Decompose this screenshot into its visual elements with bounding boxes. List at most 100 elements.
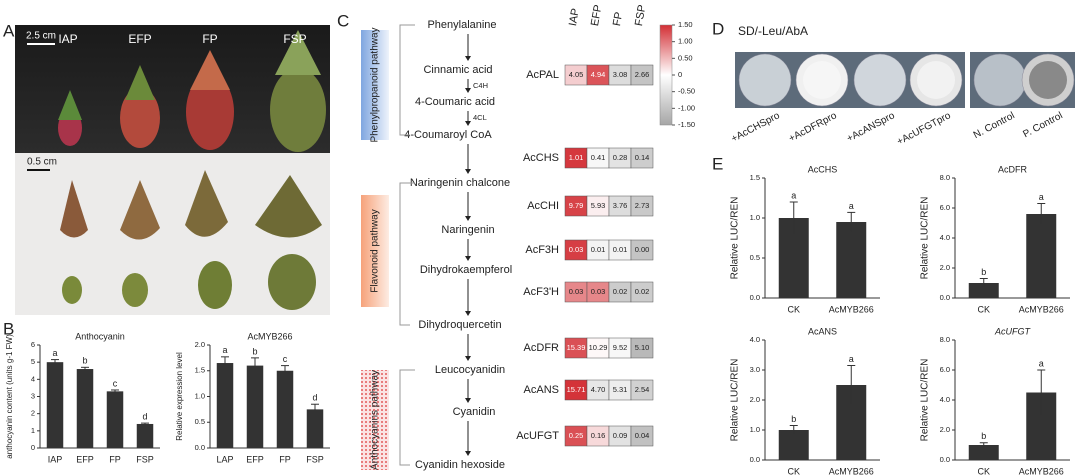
- pathway-node: Dihydroquercetin: [418, 319, 501, 331]
- y-tick-label: 5: [31, 357, 35, 366]
- x-tick-label: CK: [787, 466, 800, 475]
- heatmap-cell: [630, 425, 654, 447]
- cell-value: 2.54: [635, 385, 650, 394]
- plate-label: +AcCHSpro: [730, 110, 782, 145]
- plate-label: N. Control: [972, 110, 1017, 141]
- column-header: IAP: [567, 7, 582, 27]
- x-tick-label: AcMYB266: [829, 466, 874, 475]
- y-tick-label: 0.5: [750, 253, 760, 262]
- y-tick-label: 0.0: [750, 293, 760, 302]
- bar: [106, 391, 124, 448]
- cell-value: 0.02: [635, 287, 650, 296]
- colony-growth: [803, 61, 841, 99]
- y-axis-label: anthocyanin content (units g-1 FW): [5, 334, 14, 459]
- x-tick-label: EFP: [76, 454, 94, 464]
- significance-letter: a: [849, 201, 854, 211]
- x-tick-label: AcMYB266: [1019, 466, 1064, 475]
- pathway-node: Cinnamic acid: [423, 64, 492, 76]
- gene-label: AcUFGT: [516, 430, 559, 442]
- bracket: [399, 182, 415, 326]
- chart-title: AcANS: [808, 326, 837, 336]
- bar: [46, 362, 64, 448]
- significance-letter: b: [981, 267, 986, 277]
- yeast-spot: [853, 53, 907, 107]
- cell-value: 5.31: [613, 385, 628, 394]
- bar: [246, 365, 264, 448]
- plate-label: P. Control: [1021, 110, 1064, 140]
- panel-label: C: [337, 11, 349, 30]
- fruit-illustrations: [58, 30, 326, 310]
- heatmap-cell: [630, 281, 654, 303]
- bar: [968, 445, 999, 460]
- column-header: FP: [611, 11, 625, 27]
- cell-value: 0.02: [613, 287, 628, 296]
- gene-label: AcCHS: [523, 152, 559, 164]
- y-tick-label: 1.0: [195, 391, 205, 400]
- cell-value: 5.10: [635, 343, 650, 352]
- pathway-box: [361, 370, 389, 470]
- pathway-node: 4-Coumaroyl CoA: [404, 129, 492, 141]
- y-tick-label: 1.0: [750, 213, 760, 222]
- sample-label: EFP: [128, 32, 151, 46]
- x-tick-label: IAP: [48, 454, 63, 464]
- y-axis-label: Relative LUC/REN: [920, 197, 931, 280]
- scale-label: 0.5 cm: [27, 157, 57, 168]
- y-tick-label: 4: [31, 374, 35, 383]
- significance-letter: b: [252, 346, 257, 356]
- pathway-node: Dihydrokaempferol: [420, 264, 512, 276]
- color-bar: [659, 24, 673, 126]
- cell-value: 0.04: [635, 431, 650, 440]
- column-header: FSP: [633, 4, 649, 27]
- cell-value: 3.08: [613, 70, 628, 79]
- arrow-head: [465, 398, 471, 403]
- y-tick-label: 4.0: [750, 335, 760, 344]
- y-tick-label: 0.0: [940, 293, 950, 302]
- arrow-head: [465, 311, 471, 316]
- colorbar-label: 0: [678, 70, 682, 79]
- plate-label: +AcUFGTpro: [895, 110, 953, 148]
- y-tick-label: 2.0: [940, 263, 950, 272]
- colorbar-label: 1.50: [678, 20, 693, 29]
- cell-value: 1.01: [569, 153, 584, 162]
- cell-value: 0.03: [569, 245, 584, 254]
- y-tick-label: 2: [31, 409, 35, 418]
- panel-label: A: [3, 21, 15, 40]
- heatmap-cell: [630, 239, 654, 261]
- panel-label: B: [3, 319, 14, 338]
- cell-value: 0.25: [569, 431, 584, 440]
- x-tick-label: FP: [279, 454, 291, 464]
- significance-letter: b: [981, 431, 986, 441]
- yeast-spot: [738, 53, 792, 107]
- significance-letter: a: [222, 345, 227, 355]
- y-tick-label: 3.0: [750, 365, 760, 374]
- y-tick-label: 6.0: [940, 365, 950, 374]
- sample-label: FSP: [283, 32, 306, 46]
- cell-value: 0.00: [635, 245, 650, 254]
- arrow-head: [465, 451, 471, 456]
- heatmap-cell: [630, 64, 654, 86]
- pathway-node: Cyanidin: [453, 406, 496, 418]
- y-tick-label: 1.5: [195, 366, 205, 375]
- cell-value: 4.70: [591, 385, 606, 394]
- y-tick-label: 1.5: [750, 173, 760, 182]
- y-tick-label: 6.0: [940, 203, 950, 212]
- cell-value: 9.52: [613, 343, 628, 352]
- plate-label: +AcDFRpro: [787, 110, 839, 145]
- scale-label: 2.5 cm: [26, 31, 56, 42]
- cell-value: 5.93: [591, 201, 606, 210]
- arrow-head: [465, 356, 471, 361]
- pathway-node: Naringenin chalcone: [410, 177, 510, 189]
- gene-label: AcPAL: [526, 69, 559, 81]
- colorbar-label: -1.50: [678, 120, 695, 129]
- significance-letter: d: [312, 393, 317, 403]
- bar: [136, 423, 154, 448]
- colony-growth: [917, 61, 955, 99]
- cell-value: 4.05: [569, 70, 584, 79]
- medium-label: SD/-Leu/AbA: [738, 24, 808, 38]
- pathway-node: Leucocyanidin: [435, 364, 505, 376]
- y-axis-label: Relative LUC/REN: [730, 359, 741, 442]
- chart-title: AcUFGT: [994, 326, 1032, 336]
- arrow-head: [465, 88, 471, 93]
- bar: [778, 430, 809, 460]
